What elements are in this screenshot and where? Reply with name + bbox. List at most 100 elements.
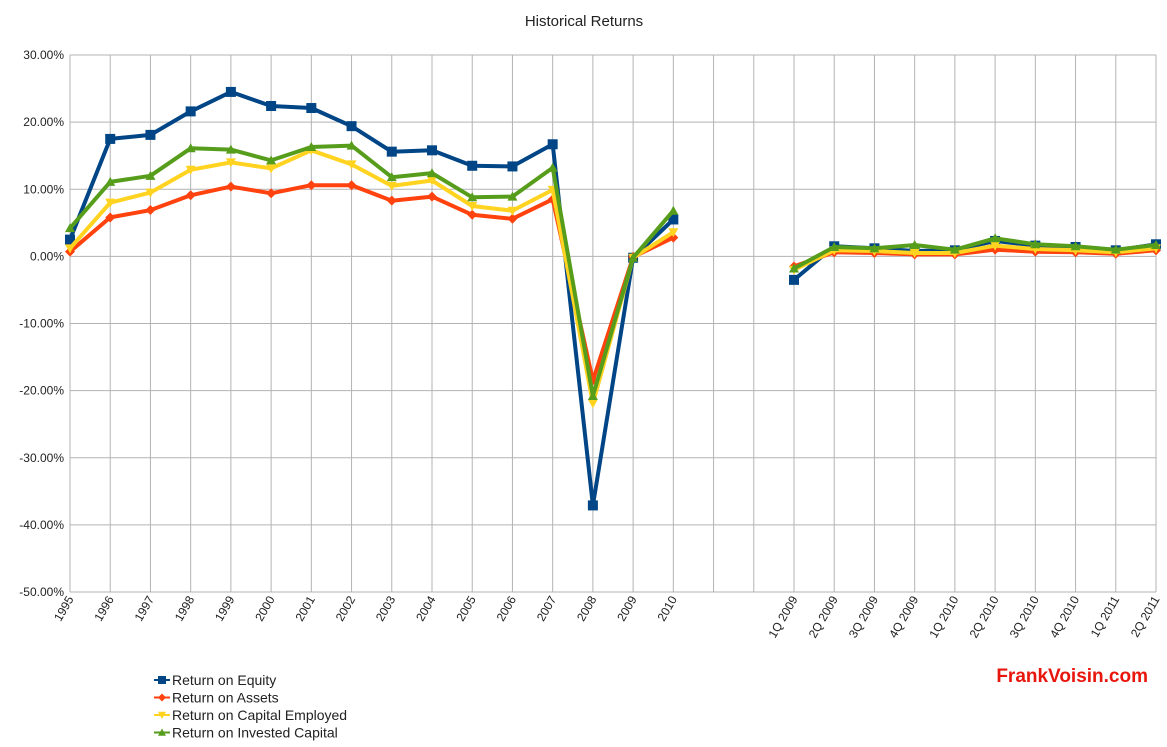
data-point [386,172,397,182]
legend-marker [158,676,166,684]
y-tick-label: -10.00% [19,317,64,331]
data-point [467,202,478,212]
y-tick-label: 20.00% [23,115,64,129]
data-point [507,161,518,172]
y-tick-label: 30.00% [23,48,64,62]
series-return-on-assets [65,180,1161,386]
x-tick-label: 2001 [292,593,318,623]
data-point [346,180,357,191]
x-tick-label: 2009 [614,593,640,623]
data-point [185,190,196,201]
data-point [507,191,518,201]
data-point [105,198,116,208]
data-point [346,121,357,132]
data-point [668,205,679,215]
data-point [587,399,598,409]
data-point [266,188,277,199]
data-point [427,176,437,186]
data-point [1151,239,1161,249]
legend-item: Return on Invested Capital [154,725,338,741]
data-point [145,188,156,198]
x-tick-label: 2000 [252,593,278,623]
data-point [145,129,156,140]
series-return-on-capital-employed [65,146,1161,409]
data-point [990,233,1001,243]
x-tick-label: 4Q 2010 [1047,593,1082,640]
data-point [65,244,75,254]
x-tick-label: 2004 [413,593,439,623]
x-tick-label: 3Q 2010 [1007,593,1042,640]
watermark: FrankVoisin.com [996,666,1148,687]
data-point [306,141,317,151]
legend-label: Return on Assets [172,690,279,706]
series-line [68,143,675,398]
data-point [1070,241,1081,251]
data-point [990,241,1001,251]
x-tick-label: 2005 [453,593,479,623]
y-tick-label: 0.00% [30,249,64,263]
x-tick-label: 2006 [494,593,520,623]
data-point [789,263,799,273]
data-point [105,133,116,144]
series-line [68,148,675,406]
legend-marker [158,728,166,736]
chart-title: Historical Returns [525,13,643,30]
series-return-on-invested-capital [65,140,1161,400]
y-tick-label: 10.00% [23,182,64,196]
legend-marker [158,693,166,702]
data-point [467,209,478,220]
data-point [427,168,437,178]
data-point [225,181,236,192]
data-point [829,241,840,251]
data-point [386,146,397,157]
x-tick-label: 2Q 2010 [967,593,1002,640]
series-layer [65,86,1161,511]
data-point [668,214,679,225]
x-tick-label: 2010 [654,593,680,623]
data-point [185,165,196,175]
data-point [467,160,478,171]
data-point [306,180,317,191]
data-point [507,213,518,224]
data-point [547,162,558,172]
x-tick-label: 1998 [172,593,198,623]
legend-item: Return on Assets [154,690,279,706]
x-tick-label: 2003 [373,593,399,623]
series-line [793,236,1157,271]
y-tick-label: -50.00% [19,585,64,599]
data-point [185,143,196,153]
data-point [225,158,236,168]
data-point [507,206,518,216]
legend-item: Return on Equity [154,672,276,688]
data-point [909,249,920,259]
x-tick-label: 4Q 2009 [886,593,921,640]
data-point [266,155,277,165]
data-point [628,252,639,262]
x-tick-label: 1Q 2011 [1088,593,1123,639]
x-tick-label: 2Q 2011 [1128,593,1163,639]
data-point [467,192,478,202]
legend-label: Return on Invested Capital [172,725,338,741]
legend-item: Return on Capital Employed [154,707,347,723]
data-point [266,164,277,174]
legend-label: Return on Capital Employed [172,707,347,723]
x-tick-label: 1996 [91,593,117,623]
data-point [225,86,236,97]
data-point [225,144,236,154]
data-point [266,101,277,112]
x-tick-label: 2008 [574,593,600,623]
data-point [427,191,437,202]
data-point [587,500,598,511]
data-point [1030,239,1041,249]
data-point [789,274,799,285]
data-point [587,390,598,400]
data-point [145,170,156,180]
data-point [386,181,397,191]
y-tick-label: -20.00% [19,384,64,398]
data-point [1110,244,1121,254]
data-point [145,205,156,216]
data-point [386,195,397,206]
y-tick-label: -40.00% [19,518,64,532]
data-point [185,106,196,117]
